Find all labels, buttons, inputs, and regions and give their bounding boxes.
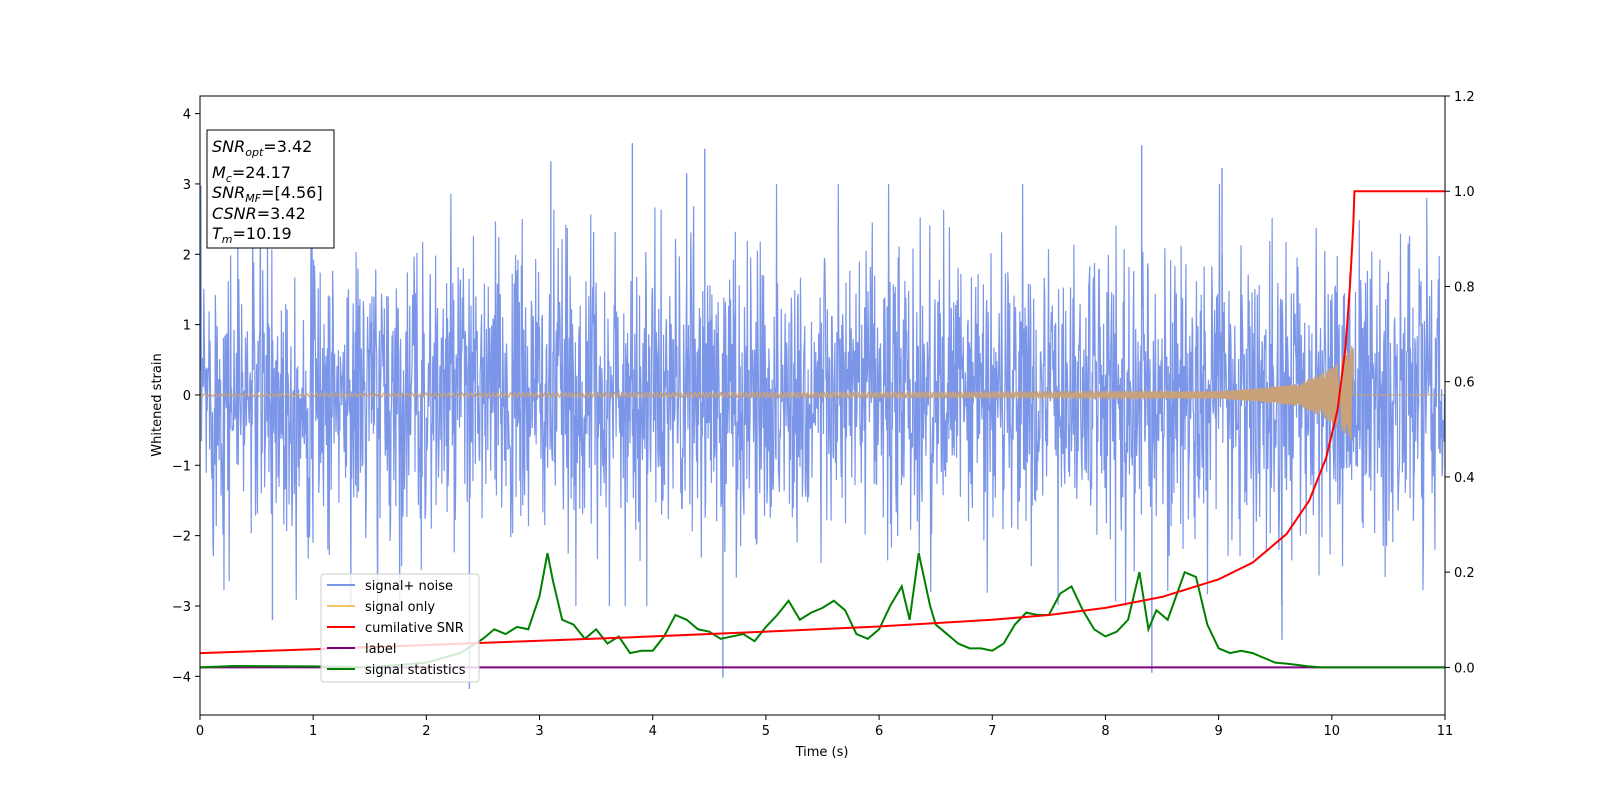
series-layer: [200, 143, 1445, 689]
y-left-tick-label-4: 0: [183, 389, 191, 404]
plot-frame: [199, 95, 1446, 716]
signal-statistics-line: [200, 552, 1445, 669]
y-right-tick-label-3: 0.6: [1454, 376, 1475, 391]
y-right-tick-label-5: 0.2: [1454, 566, 1475, 581]
signal-noise-line: [200, 183, 1445, 606]
y-left-tick-label-0: 4: [183, 108, 191, 123]
legend: signal+ noise signal only cumilative SNR…: [320, 573, 480, 683]
y-left-tick-label-3: 1: [183, 319, 191, 334]
y-right-tick-label-0: 1.2: [1454, 90, 1475, 105]
info-tm: Tm=10.19: [212, 224, 292, 246]
x-tick-label-6: 6: [875, 724, 883, 739]
x-tick-label-11: 11: [1437, 724, 1454, 739]
info-mc: Mc=24.17: [212, 163, 291, 185]
x-tick-label-8: 8: [1101, 724, 1109, 739]
x-axis-label: Time (s): [795, 745, 849, 760]
y-left-tick-label-6: −2: [172, 530, 191, 545]
x-tick-label-1: 1: [309, 724, 317, 739]
legend-label-cumulative-snr: cumilative SNR: [365, 621, 464, 636]
x-tick-label-5: 5: [762, 724, 770, 739]
legend-label-signal-noise: signal+ noise: [365, 579, 453, 594]
signal-only-line: [200, 345, 1445, 442]
info-snr-opt: SNRopt=3.42: [212, 137, 312, 159]
x-tick-label-0: 0: [196, 724, 204, 739]
y-left-tick-label-2: 2: [183, 248, 191, 263]
x-tick-label-7: 7: [988, 724, 996, 739]
x-tick-label-3: 3: [535, 724, 543, 739]
y-left-tick-label-7: −3: [172, 600, 191, 615]
x-axis: 0 1 2 3 4 5 6 7 8 9 10 11: [196, 715, 1453, 739]
x-tick-label-4: 4: [649, 724, 657, 739]
y-right-tick-label-2: 0.8: [1454, 280, 1475, 295]
y-left-tick-label-8: −4: [172, 670, 191, 685]
info-csnr: CSNR=3.42: [212, 204, 306, 223]
legend-label-signal-only: signal only: [365, 600, 435, 615]
y-axis-right: 1.2 1.0 0.8 0.6 0.4 0.2 0.0: [1445, 90, 1475, 676]
x-tick-label-9: 9: [1214, 724, 1222, 739]
y-right-tick-label-1: 1.0: [1454, 185, 1475, 200]
y-right-tick-label-6: 0.0: [1454, 661, 1475, 676]
x-tick-label-2: 2: [422, 724, 430, 739]
legend-label-signal-statistics: signal statistics: [365, 663, 466, 678]
info-box-frame: [206, 129, 335, 249]
y-right-tick-label-4: 0.4: [1454, 471, 1475, 486]
x-tick-label-10: 10: [1324, 724, 1341, 739]
legend-label-label: label: [365, 642, 396, 657]
y-left-tick-label-5: −1: [172, 459, 191, 474]
info-box: SNRopt=3.42 Mc=24.17 SNRMF=[4.56] CSNR=3…: [206, 129, 335, 249]
y-axis-label: Whitened strain: [150, 353, 165, 456]
info-snr-mf: SNRMF=[4.56]: [212, 183, 323, 205]
y-left-tick-label-1: 3: [183, 178, 191, 193]
legend-frame: [320, 573, 480, 683]
cumulative-snr-line: [200, 190, 1445, 655]
y-axis-left: 4 3 2 1 0 −1 −2 −3 −4: [172, 108, 200, 685]
